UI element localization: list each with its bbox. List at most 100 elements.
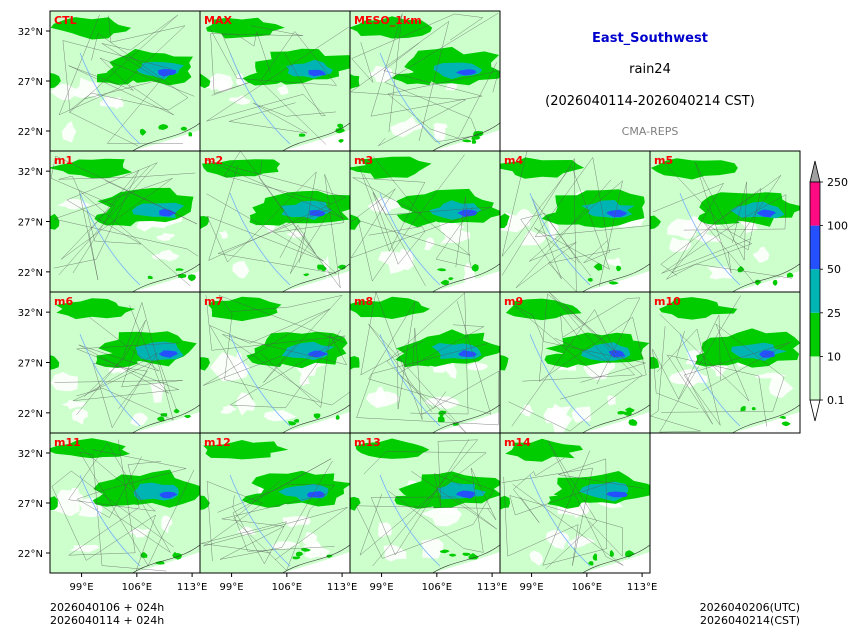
province-boundary [217, 458, 335, 552]
rain-area-very-heavy [159, 209, 177, 217]
rain-area-moderate-west [246, 352, 285, 367]
rain-speck [462, 552, 471, 556]
province-boundary [224, 151, 331, 258]
colorbar-segment [810, 356, 820, 400]
rain-area-very-heavy [756, 209, 777, 218]
no-rain-gap [156, 232, 175, 241]
no-rain-gap [421, 502, 462, 527]
y-tick-label: 32°N [18, 27, 43, 38]
province-boundary [62, 40, 184, 147]
province-boundary [68, 14, 178, 114]
colorbar-segment [810, 269, 820, 313]
river [679, 334, 741, 427]
province-boundary [370, 13, 483, 133]
coastline [132, 122, 200, 151]
colorbar-segment [810, 225, 820, 270]
init-time-utc: 2026040106 + 024h [50, 601, 164, 614]
no-rain-gap [383, 544, 407, 562]
province-boundary [694, 162, 747, 274]
province-boundary [76, 449, 187, 519]
no-rain-gap [217, 77, 229, 92]
map-panel-m3: m3 [349, 150, 501, 293]
rain-speck [740, 406, 746, 412]
province-boundary [217, 208, 338, 274]
rain-area-moderate-west [92, 492, 138, 507]
rain-speck [436, 268, 447, 272]
rain-area-west-edge [50, 496, 58, 511]
province-boundary [233, 480, 336, 571]
map-panel-m8: m8 [349, 291, 501, 434]
river [379, 52, 441, 145]
rain-area-moderate-north [650, 158, 738, 180]
province-boundary [542, 450, 645, 566]
rain-area-moderate-north [350, 16, 433, 39]
panel-grid: CTL MAX MESO_1km m1 m2 m3 m4 m5 m6 m7 m8 m9 m10 m11 m1… [49, 10, 801, 574]
province-boundary [387, 62, 500, 139]
coastline [732, 404, 800, 433]
province-boundary [73, 342, 181, 411]
no-rain-gap [439, 230, 471, 244]
no-rain-gap [395, 248, 415, 271]
province-boundary [660, 187, 762, 283]
province-boundary [368, 192, 426, 287]
x-tick-label: 99°E [70, 582, 94, 593]
rain-area-moderate-north [350, 156, 432, 179]
rain-speck [321, 265, 327, 272]
rain-area-very-heavy [455, 69, 477, 76]
river [229, 52, 291, 145]
panel-label: MESO_1km [354, 14, 422, 27]
rain-area-west-edge [650, 356, 660, 369]
rain-area-moderate-west [94, 211, 144, 227]
province-boundary [501, 467, 593, 566]
coastline [432, 404, 500, 433]
rain-area-west-edge [500, 213, 510, 229]
no-rain-gap [421, 538, 444, 559]
no-rain-gap [161, 515, 173, 534]
rain-area-very-heavy [457, 209, 478, 217]
no-rain-gap [72, 408, 88, 425]
panel-label: m7 [204, 295, 223, 308]
river [229, 334, 291, 427]
province-boundary [355, 474, 494, 559]
panel-label: m5 [654, 154, 673, 167]
rain-area-west-edge [350, 214, 361, 230]
colorbar-label: 10 [827, 350, 841, 363]
rain-speck [622, 411, 632, 416]
rain-area-moderate-west [396, 210, 441, 228]
x-tick-label: 113°E [477, 582, 507, 593]
rain-area-very-heavy [307, 491, 325, 498]
x-tick-label: 106°E [572, 582, 602, 593]
no-rain-gap [378, 522, 393, 538]
rain-area-moderate-north [55, 298, 136, 320]
rain-area-moderate-north [350, 296, 430, 319]
province-boundary [58, 14, 186, 116]
coastline [432, 122, 500, 151]
province-boundary [221, 30, 271, 80]
rain-area-moderate-west [97, 69, 138, 85]
rain-area-west-edge [350, 356, 360, 370]
coastline [582, 263, 650, 292]
map-panel-MESO_1km: MESO_1km [349, 10, 501, 152]
coastline [732, 263, 800, 292]
rain-area-moderate-north [50, 158, 133, 179]
province-boundary [206, 159, 347, 261]
valid-time-utc: 2026040206(UTC) [700, 601, 800, 614]
province-boundary [203, 481, 348, 562]
map-panel-m7: m7 [199, 291, 351, 434]
x-tick-label: 99°E [220, 582, 244, 593]
province-boundary [352, 155, 426, 252]
rain-area-west-edge [500, 355, 509, 371]
province-boundary [659, 314, 785, 413]
province-boundary [520, 197, 591, 280]
province-boundary [666, 175, 793, 280]
map-panel-m9: m9 [499, 291, 651, 434]
rain-speck [609, 550, 614, 557]
province-boundary [513, 305, 646, 383]
province-boundary [229, 102, 336, 134]
no-rain-gap [69, 544, 100, 553]
province-boundary [368, 301, 492, 415]
province-boundary [350, 173, 492, 259]
map-panel-m12: m12 [199, 432, 351, 574]
y-tick-label: 27°N [18, 77, 43, 88]
rain-speck [288, 421, 297, 426]
